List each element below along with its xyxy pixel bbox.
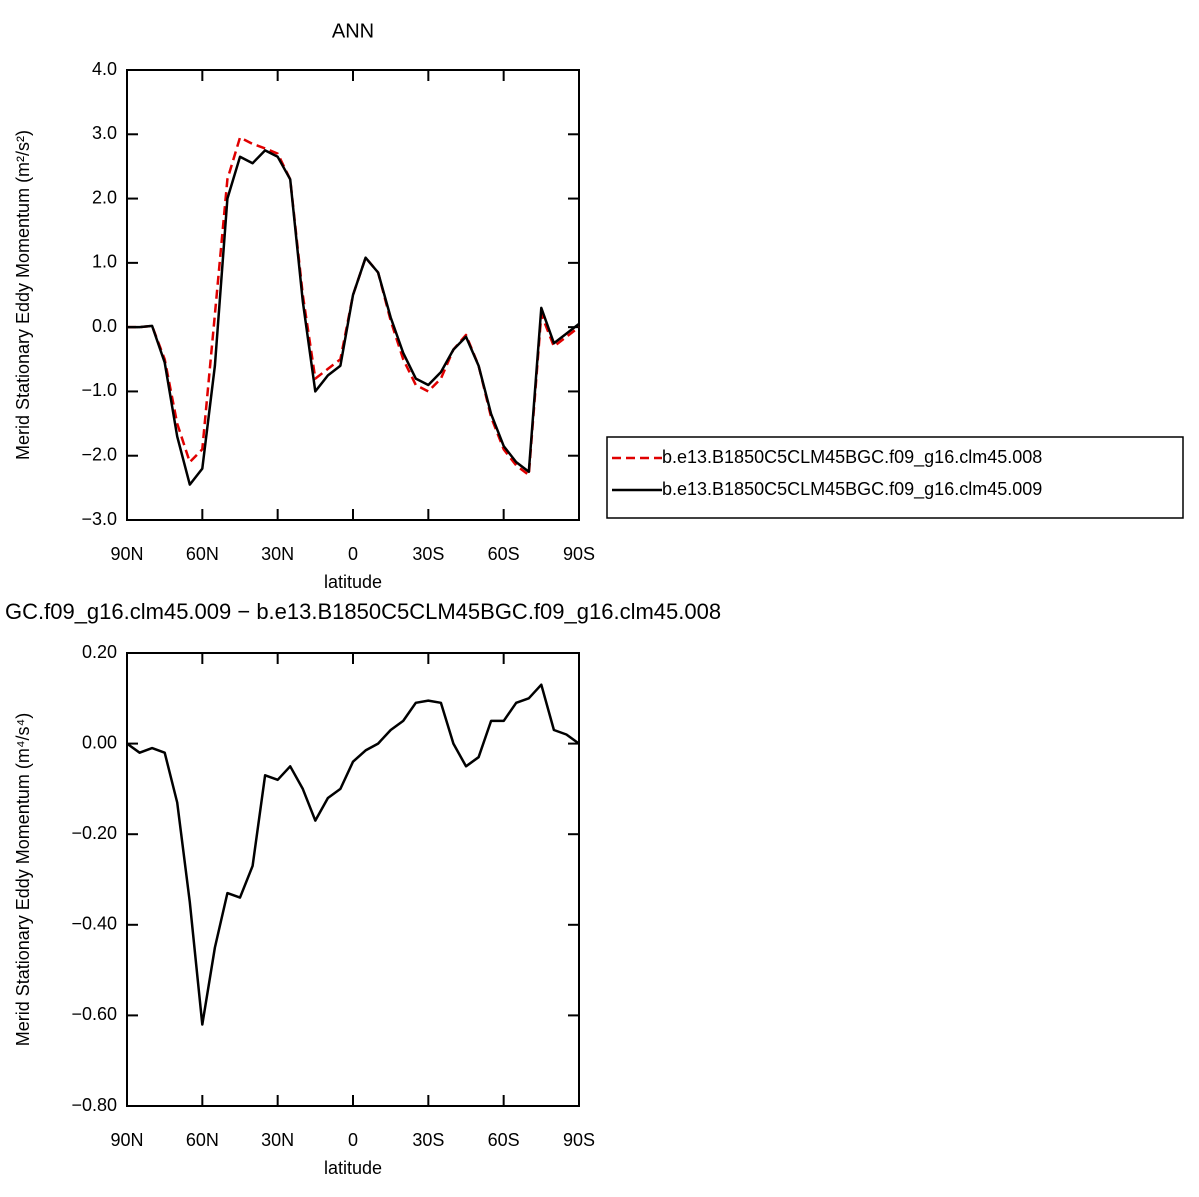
x-tick-label: 60S — [488, 1130, 520, 1150]
y-axis-label: Merid Stationary Eddy Momentum (m²/s²) — [13, 130, 33, 460]
x-tick-label: 30S — [412, 544, 444, 564]
legend-label: b.e13.B1850C5CLM45BGC.f09_g16.clm45.008 — [662, 447, 1042, 468]
x-tick-label: 30S — [412, 1130, 444, 1150]
y-tick-label: 0.20 — [82, 642, 117, 662]
x-tick-label: 90S — [563, 544, 595, 564]
x-axis-label: latitude — [324, 572, 382, 592]
x-tick-label: 0 — [348, 544, 358, 564]
x-tick-label: 60N — [186, 1130, 219, 1150]
x-axis-label: latitude — [324, 1158, 382, 1178]
x-tick-label: 90N — [110, 1130, 143, 1150]
y-tick-label: 1.0 — [92, 252, 117, 272]
y-tick-label: 0.0 — [92, 316, 117, 336]
x-tick-label: 30N — [261, 1130, 294, 1150]
data-line — [126, 683, 580, 1026]
plot-frame — [126, 652, 580, 1107]
data-line — [127, 149, 580, 486]
chart-title: ANN — [332, 20, 374, 42]
chart-title: GC.f09_g16.clm45.009 − b.e13.B1850C5CLM4… — [5, 599, 721, 624]
y-tick-label: −0.40 — [71, 914, 117, 934]
y-tick-label: 3.0 — [92, 123, 117, 143]
y-tick-label: 2.0 — [92, 187, 117, 207]
data-line — [127, 136, 580, 477]
y-tick-label: −3.0 — [81, 509, 117, 529]
y-tick-label: −1.0 — [81, 380, 117, 400]
y-tick-label: 4.0 — [92, 59, 117, 79]
y-tick-label: −2.0 — [81, 444, 117, 464]
x-tick-label: 90N — [110, 544, 143, 564]
y-tick-label: −0.80 — [71, 1095, 117, 1115]
y-tick-label: −0.60 — [71, 1004, 117, 1024]
y-tick-label: −0.20 — [71, 823, 117, 843]
x-tick-label: 60S — [488, 544, 520, 564]
x-tick-label: 0 — [348, 1130, 358, 1150]
x-tick-label: 30N — [261, 544, 294, 564]
x-tick-label: 90S — [563, 1130, 595, 1150]
plot-frame — [126, 69, 580, 521]
legend-box — [606, 436, 1184, 519]
x-tick-label: 60N — [186, 544, 219, 564]
y-tick-label: 0.00 — [82, 732, 117, 752]
y-axis-label: Merid Stationary Eddy Momentum (m⁴/s⁴) — [13, 713, 33, 1047]
legend-label: b.e13.B1850C5CLM45BGC.f09_g16.clm45.009 — [662, 479, 1042, 500]
